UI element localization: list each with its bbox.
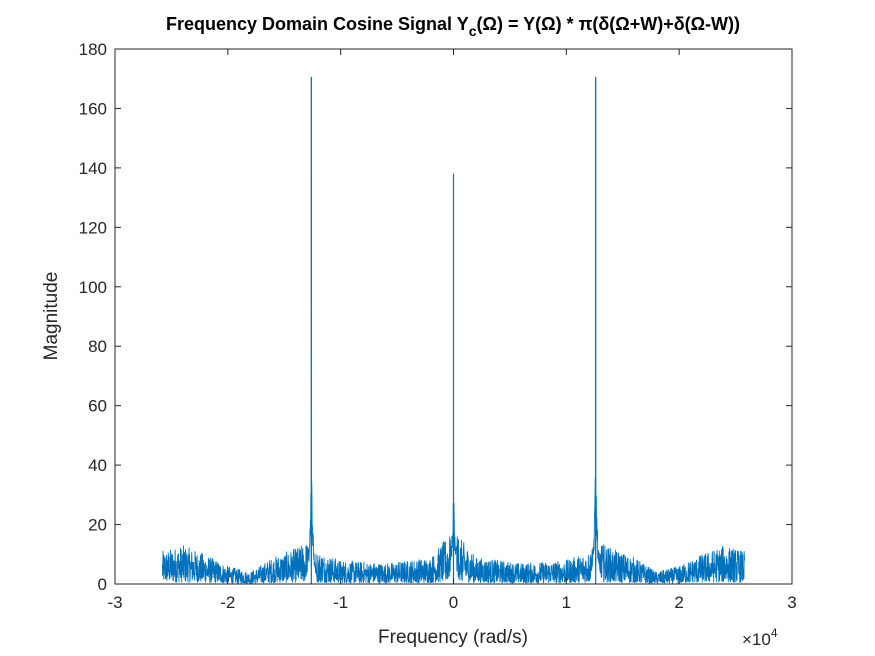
x-tick-label: 1 [562, 593, 571, 612]
y-tick-label: 100 [79, 278, 107, 297]
y-axis-label: Magnitude [41, 272, 62, 361]
chart-title: Frequency Domain Cosine Signal Yc(Ω) = Y… [166, 14, 740, 39]
y-tick-label: 140 [79, 159, 107, 178]
y-tick-label: 20 [88, 516, 107, 535]
x-exponent-label: ×104 [742, 626, 778, 649]
y-tick-label: 180 [79, 40, 107, 59]
data-layer [161, 76, 746, 584]
y-tick-label: 0 [98, 575, 107, 594]
y-tick-label: 80 [88, 337, 107, 356]
y-tick-label: 120 [79, 218, 107, 237]
x-axis-label: Frequency (rad/s) [378, 627, 528, 648]
x-tick-label: 0 [449, 593, 458, 612]
y-tick-label: 160 [79, 99, 107, 118]
x-tick-label: -1 [333, 593, 348, 612]
x-tick-label: -2 [220, 593, 235, 612]
tick-layer: -3 -2 -1 0 1 2 3 0 20 40 60 80 100 120 140 160 180 [79, 40, 797, 612]
x-tick-label: -3 [107, 593, 122, 612]
y-tick-label: 40 [88, 456, 107, 475]
x-tick-label: 2 [674, 593, 683, 612]
y-tick-label: 60 [88, 397, 107, 416]
x-tick-label: 3 [787, 593, 796, 612]
